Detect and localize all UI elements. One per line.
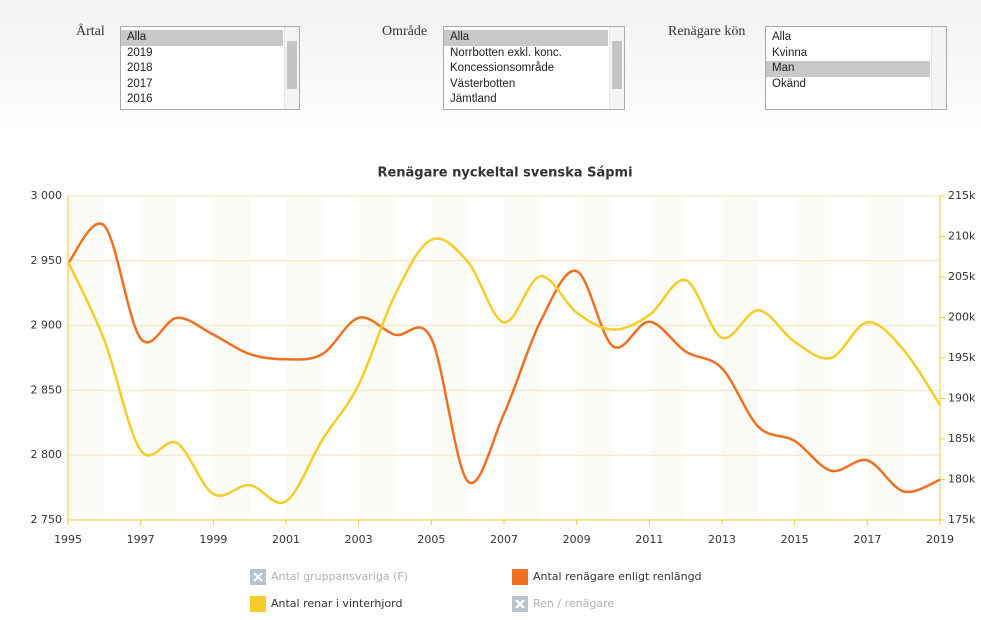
listbox-item[interactable]: 2019 — [127, 46, 153, 59]
plot-band — [576, 196, 613, 520]
y2-tick-label: 210k — [948, 230, 976, 243]
plot-band — [68, 196, 105, 520]
filter-label: Område — [382, 24, 428, 39]
x-tick-label: 2013 — [708, 533, 736, 546]
scrollbar[interactable] — [931, 27, 946, 109]
listbox-item[interactable]: 2016 — [127, 93, 153, 105]
y2-tick-label: 175k — [948, 513, 976, 526]
listbox-item[interactable]: Man — [766, 61, 930, 77]
legend-label[interactable]: Antal gruppansvariga (F) — [271, 570, 408, 583]
listbox-item[interactable]: Okänd — [772, 77, 806, 90]
plot-band — [867, 196, 904, 520]
y2-tick-label: 200k — [948, 311, 976, 324]
legend-cross — [253, 572, 263, 582]
y-tick-label: 3 000 — [31, 189, 63, 202]
y-tick-label: 2 850 — [31, 383, 63, 396]
x-tick-label: 2003 — [345, 533, 373, 546]
x-tick-label: 1997 — [127, 533, 155, 546]
listbox-item[interactable]: Kvinna — [772, 46, 808, 59]
x-tick-label: 2001 — [272, 533, 300, 546]
plot-band — [649, 196, 686, 520]
plot-band — [722, 196, 759, 520]
listbox-item[interactable]: Jämtland — [450, 93, 497, 105]
filter-panel: Årtal Alla 2019 2018 2017 2016 Område Alla Norrb… — [0, 0, 981, 132]
y-tick-label: 2 800 — [31, 448, 63, 461]
plot-band — [213, 196, 250, 520]
x-tick-label: 2015 — [781, 533, 809, 546]
x-tick-label: 2005 — [417, 533, 445, 546]
scrollbar[interactable] — [284, 27, 299, 109]
listbox-item[interactable]: Koncessionsområde — [450, 62, 555, 74]
scrollbar[interactable] — [609, 27, 624, 109]
scroll-thumb[interactable] — [287, 41, 297, 89]
plot-band — [358, 196, 395, 520]
y2-tick-label: 190k — [948, 392, 976, 405]
listbox[interactable]: Alla Norrbotten exkl. konc. Koncessionsomr… — [443, 26, 625, 110]
listbox[interactable]: Alla Kvinna Man Okänd — [765, 26, 947, 110]
y2-tick-label: 215k — [948, 189, 976, 202]
plot-band — [504, 196, 541, 520]
y-tick-label: 2 750 — [31, 513, 63, 526]
series-line — [66, 237, 942, 505]
legend-label[interactable]: Antal renägare enligt renlängd — [533, 570, 702, 583]
y2-tick-label: 205k — [948, 270, 976, 283]
legend-swatch — [512, 569, 528, 585]
x-tick-label: 1995 — [54, 533, 82, 546]
listbox-item[interactable]: Alla — [121, 30, 283, 46]
filter-label: Årtal — [76, 24, 105, 39]
y2-tick-label: 180k — [948, 473, 976, 486]
listbox-item[interactable]: Norrbotten exkl. konc. — [450, 46, 562, 59]
y-tick-label: 2 950 — [31, 254, 63, 267]
chart-title: Renägare nyckeltal svenska Sápmi — [377, 166, 632, 181]
y-tick-label: 2 900 — [31, 319, 63, 332]
y2-tick-label: 185k — [948, 432, 976, 445]
series-line — [67, 222, 941, 494]
x-tick-label: 2017 — [853, 533, 881, 546]
y2-tick-label: 195k — [948, 351, 976, 364]
legend-label[interactable]: Antal renar i vinterhjord — [271, 597, 402, 610]
x-tick-label: 2007 — [490, 533, 518, 546]
listbox[interactable]: Alla 2019 2018 2017 2016 — [120, 26, 300, 110]
plot-band — [140, 196, 177, 520]
x-tick-label: 1999 — [199, 533, 227, 546]
listbox-item[interactable]: 2017 — [127, 77, 153, 90]
listbox-item[interactable]: 2018 — [127, 62, 153, 74]
legend-label[interactable]: Ren / renägare — [533, 597, 614, 610]
legend-cross — [515, 599, 525, 609]
listbox-item[interactable]: Alla — [772, 31, 792, 43]
x-tick-label: 2011 — [635, 533, 663, 546]
plot-band — [286, 196, 323, 520]
legend-swatch — [250, 596, 266, 612]
scroll-thumb[interactable] — [612, 41, 622, 89]
x-tick-label: 2019 — [926, 533, 954, 546]
listbox-item[interactable]: Alla — [444, 30, 608, 46]
filter-label: Renägare kön — [668, 24, 746, 39]
listbox-item[interactable]: Västerbotten — [450, 77, 516, 90]
x-tick-label: 2009 — [563, 533, 591, 546]
